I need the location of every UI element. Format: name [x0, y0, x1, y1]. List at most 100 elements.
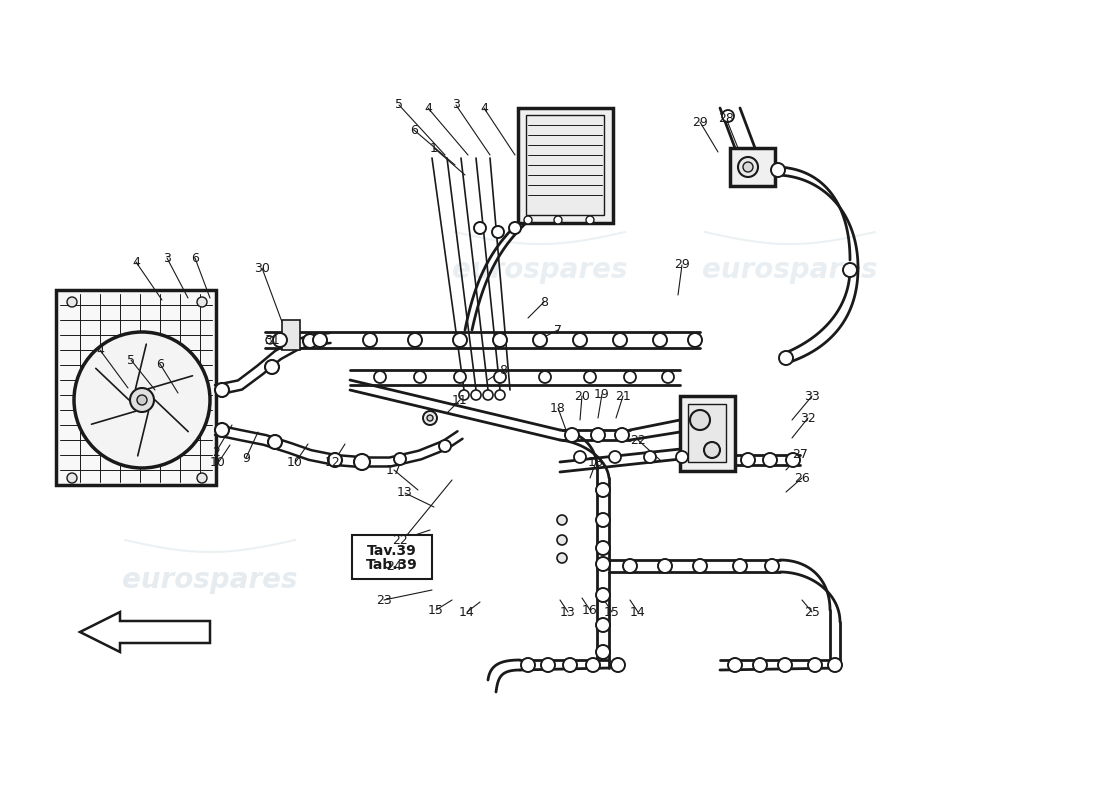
Text: 9: 9: [242, 451, 250, 465]
Text: 13: 13: [397, 486, 412, 499]
Text: 18: 18: [550, 402, 565, 414]
Text: 18: 18: [588, 455, 604, 469]
Circle shape: [624, 371, 636, 383]
Text: 10: 10: [210, 457, 225, 470]
Circle shape: [471, 390, 481, 400]
Circle shape: [214, 383, 229, 397]
Circle shape: [644, 451, 656, 463]
Circle shape: [453, 333, 468, 347]
Circle shape: [574, 451, 586, 463]
Circle shape: [778, 658, 792, 672]
Text: 2: 2: [212, 446, 220, 458]
Circle shape: [754, 658, 767, 672]
Circle shape: [307, 333, 317, 343]
Text: 22: 22: [392, 534, 408, 546]
Circle shape: [534, 333, 547, 347]
Bar: [730, 148, 776, 186]
Text: 31: 31: [264, 334, 279, 346]
Circle shape: [197, 297, 207, 307]
Circle shape: [741, 453, 755, 467]
Circle shape: [197, 473, 207, 483]
Circle shape: [130, 388, 154, 412]
Text: 6: 6: [191, 251, 199, 265]
Circle shape: [771, 163, 785, 177]
Text: 16: 16: [582, 603, 598, 617]
Circle shape: [596, 557, 611, 571]
Text: 28: 28: [718, 111, 734, 125]
Text: 4: 4: [480, 102, 488, 114]
Circle shape: [354, 454, 370, 470]
Circle shape: [764, 559, 779, 573]
Circle shape: [722, 110, 734, 122]
Text: 4: 4: [425, 102, 432, 114]
Circle shape: [521, 658, 535, 672]
Text: 3: 3: [163, 251, 170, 265]
Text: 33: 33: [804, 390, 820, 402]
Text: 1: 1: [430, 142, 438, 154]
Text: 4: 4: [132, 255, 140, 269]
Circle shape: [539, 371, 551, 383]
Text: 17: 17: [386, 463, 402, 477]
Circle shape: [738, 157, 758, 177]
FancyArrow shape: [80, 612, 210, 652]
Text: 19: 19: [594, 387, 609, 401]
Text: 22: 22: [630, 434, 646, 446]
Circle shape: [266, 336, 274, 344]
Circle shape: [557, 515, 566, 525]
Circle shape: [688, 333, 702, 347]
Circle shape: [676, 451, 688, 463]
Circle shape: [439, 440, 451, 452]
Circle shape: [494, 371, 506, 383]
Circle shape: [74, 332, 210, 468]
Text: 8: 8: [499, 363, 507, 377]
Circle shape: [459, 390, 469, 400]
Circle shape: [408, 333, 422, 347]
Circle shape: [704, 442, 720, 458]
Text: 8: 8: [540, 295, 548, 309]
Circle shape: [613, 333, 627, 347]
Circle shape: [653, 333, 667, 347]
Text: 20: 20: [574, 390, 590, 402]
Circle shape: [273, 333, 287, 347]
Text: 14: 14: [630, 606, 646, 618]
Text: 25: 25: [804, 606, 820, 618]
Circle shape: [302, 334, 317, 348]
Circle shape: [394, 453, 406, 465]
Circle shape: [843, 263, 857, 277]
Text: 11: 11: [452, 394, 468, 406]
Circle shape: [557, 553, 566, 563]
Circle shape: [662, 371, 674, 383]
Circle shape: [541, 658, 556, 672]
Circle shape: [779, 351, 793, 365]
Circle shape: [414, 371, 426, 383]
Text: 26: 26: [794, 471, 810, 485]
Circle shape: [67, 297, 77, 307]
Bar: [282, 320, 300, 350]
Circle shape: [268, 435, 282, 449]
Circle shape: [733, 559, 747, 573]
Text: 7: 7: [554, 323, 562, 337]
Circle shape: [596, 588, 611, 602]
Circle shape: [693, 559, 707, 573]
Circle shape: [565, 428, 579, 442]
Text: 12: 12: [326, 457, 341, 470]
Circle shape: [763, 453, 777, 467]
Circle shape: [495, 390, 505, 400]
Circle shape: [509, 222, 521, 234]
Bar: [352, 535, 432, 579]
Circle shape: [314, 333, 327, 347]
Text: 21: 21: [615, 390, 631, 402]
Circle shape: [596, 513, 611, 527]
Circle shape: [828, 658, 842, 672]
Circle shape: [591, 428, 605, 442]
Text: 5: 5: [395, 98, 403, 111]
Circle shape: [492, 226, 504, 238]
Circle shape: [596, 541, 611, 555]
Text: 29: 29: [692, 115, 708, 129]
Circle shape: [554, 216, 562, 224]
Circle shape: [483, 390, 493, 400]
Circle shape: [454, 371, 466, 383]
Text: 27: 27: [792, 449, 807, 462]
Circle shape: [363, 333, 377, 347]
Circle shape: [563, 658, 578, 672]
